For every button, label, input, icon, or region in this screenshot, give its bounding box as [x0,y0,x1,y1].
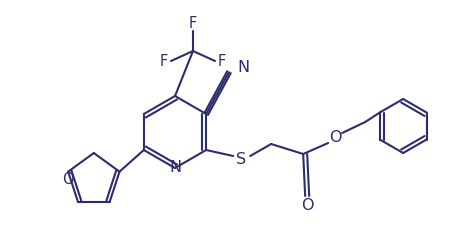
Text: O: O [329,131,341,146]
Text: O: O [62,172,74,187]
Text: O: O [301,198,313,214]
Text: F: F [189,17,197,32]
Text: N: N [237,60,249,75]
Text: F: F [218,54,226,69]
Text: F: F [160,54,168,69]
Text: S: S [236,153,246,168]
Text: N: N [169,160,181,175]
